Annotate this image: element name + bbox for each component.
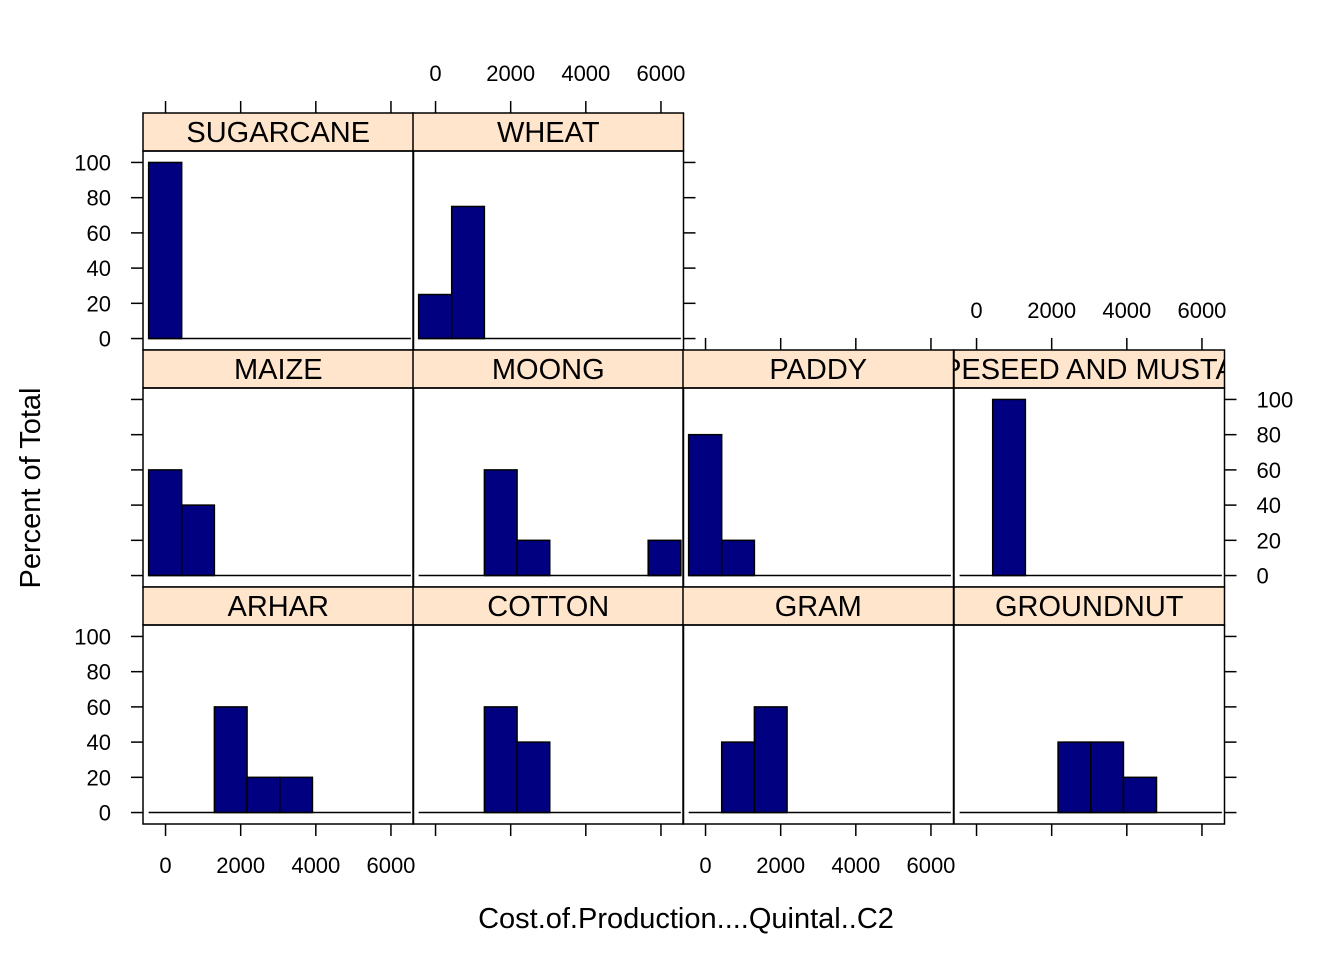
- strip-maize: [142, 349, 415, 389]
- panel-paddy: PADDY: [682, 349, 955, 588]
- bar-maize-0: [147, 469, 183, 577]
- bar-arhar-4: [279, 776, 314, 814]
- panel-rapeseed-and-mustard: RAPESEED AND MUSTARD: [902, 349, 1277, 588]
- bar-sugarcane-0: [147, 161, 183, 340]
- x-tick-label-bottom: 6000: [366, 853, 415, 878]
- panel-gram: GRAM: [682, 586, 955, 825]
- axis-arhar: 0 2000 4000 6000 0 20 40 60 80 100: [74, 624, 415, 878]
- x-tick-label-top: 0: [970, 298, 982, 323]
- strip-rapeseed-and-mustard: [953, 349, 1226, 389]
- strip-label-moong: MOONG: [492, 354, 605, 386]
- x-tick-label-bottom: 2000: [216, 853, 265, 878]
- bar-groundnut-4: [1090, 741, 1125, 814]
- axis-cotton: [434, 824, 662, 836]
- bar-gram-2: [753, 706, 788, 814]
- strip-cotton: [412, 586, 685, 626]
- y-tick-label-right: 60: [1257, 458, 1281, 483]
- panel-frame-groundnut: [953, 624, 1226, 825]
- y-tick-label-left: 60: [87, 221, 111, 246]
- y-tick-label-left: 80: [87, 186, 111, 211]
- x-tick-label-top: 6000: [636, 61, 685, 86]
- strip-label-rapeseed-and-mustard: RAPESEED AND MUSTARD: [902, 354, 1277, 386]
- strip-label-gram: GRAM: [775, 591, 862, 623]
- axis-gram: 0 2000 4000 6000: [699, 824, 955, 878]
- x-tick-label-top: 4000: [561, 61, 610, 86]
- y-axis-title: Percent of Total: [15, 388, 47, 589]
- axis-wheat: 0 2000 4000 6000: [429, 61, 696, 340]
- strip-groundnut: [953, 586, 1226, 626]
- panel-cotton: COTTON: [412, 586, 685, 825]
- y-tick-label-left: 20: [87, 291, 111, 316]
- bar-gram-1: [720, 741, 756, 814]
- x-tick-label-top: 2000: [1027, 298, 1076, 323]
- bar-cotton-3: [516, 741, 551, 814]
- y-tick-label-left: 40: [87, 256, 111, 281]
- y-tick-label-right: 40: [1257, 493, 1281, 518]
- x-tick-label-bottom: 6000: [906, 853, 955, 878]
- y-tick-label-left: 100: [74, 624, 111, 649]
- bar-groundnut-3: [1057, 741, 1092, 814]
- panel-moong: MOONG: [412, 349, 685, 588]
- axis-paddy: [704, 338, 932, 350]
- bar-paddy-0: [687, 433, 723, 577]
- bar-paddy-1: [720, 539, 756, 577]
- x-tick-label-top: 0: [429, 61, 441, 86]
- bar-wheat-0: [417, 293, 453, 340]
- strip-label-maize: MAIZE: [234, 354, 323, 386]
- panel-arhar: ARHAR: [142, 586, 415, 825]
- panels-layer: SUGARCANE WHEAT MAIZE MOONG PADDY RAPESEED AN…: [142, 112, 1277, 825]
- x-tick-label-bottom: 4000: [291, 853, 340, 878]
- y-tick-label-left: 60: [87, 695, 111, 720]
- strip-label-wheat: WHEAT: [497, 117, 600, 149]
- y-tick-label-left: 0: [99, 801, 111, 826]
- bar-cotton-2: [483, 706, 518, 814]
- y-tick-label-left: 80: [87, 660, 111, 685]
- strip-sugarcane: [142, 112, 415, 152]
- bar-moong-2: [483, 469, 518, 577]
- bar-groundnut-5: [1122, 776, 1158, 814]
- axis-sugarcane: 0 20 40 60 80 100: [74, 101, 392, 352]
- y-tick-label-left: 100: [74, 150, 111, 175]
- strip-label-arhar: ARHAR: [227, 591, 329, 623]
- bar-rapeseed-and-mustard-1: [991, 398, 1027, 577]
- bar-arhar-2: [213, 706, 248, 814]
- y-tick-label-left: 20: [87, 765, 111, 790]
- y-tick-label-left: 0: [99, 327, 111, 352]
- y-tick-label-right: 0: [1257, 564, 1269, 589]
- y-tick-label-left: 40: [87, 730, 111, 755]
- strip-arhar: [142, 586, 415, 626]
- bar-moong-7: [647, 539, 682, 577]
- y-tick-label-right: 20: [1257, 528, 1281, 553]
- x-tick-label-top: 2000: [486, 61, 535, 86]
- axis-groundnut: [975, 635, 1237, 836]
- panel-frame-sugarcane: [142, 150, 415, 351]
- x-tick-label-bottom: 0: [159, 853, 171, 878]
- strip-wheat: [412, 112, 685, 152]
- axis-maize: [131, 398, 143, 577]
- strip-label-sugarcane: SUGARCANE: [186, 117, 370, 149]
- x-tick-label-bottom: 0: [699, 853, 711, 878]
- axis-rapeseed-and-mustard: 0 2000 4000 6000 0 20 40 60 80 100: [970, 298, 1293, 589]
- panel-maize: MAIZE: [142, 349, 415, 588]
- y-tick-label-right: 100: [1257, 387, 1294, 412]
- panel-wheat: WHEAT: [412, 112, 685, 351]
- panel-groundnut: GROUNDNUT: [953, 586, 1226, 825]
- x-tick-label-bottom: 2000: [756, 853, 805, 878]
- strip-label-groundnut: GROUNDNUT: [995, 591, 1184, 623]
- strip-label-cotton: COTTON: [487, 591, 609, 623]
- x-tick-label-top: 4000: [1102, 298, 1151, 323]
- x-tick-label-top: 6000: [1177, 298, 1226, 323]
- y-tick-label-right: 80: [1257, 423, 1281, 448]
- bar-wheat-1: [450, 205, 486, 340]
- bar-arhar-3: [246, 776, 281, 814]
- x-axis-title: Cost.of.Production....Quintal..C2: [478, 903, 894, 935]
- x-tick-label-bottom: 4000: [831, 853, 880, 878]
- strip-label-paddy: PADDY: [769, 354, 867, 386]
- bar-maize-1: [180, 504, 216, 577]
- bar-moong-3: [516, 539, 551, 577]
- panel-sugarcane: SUGARCANE: [142, 112, 415, 351]
